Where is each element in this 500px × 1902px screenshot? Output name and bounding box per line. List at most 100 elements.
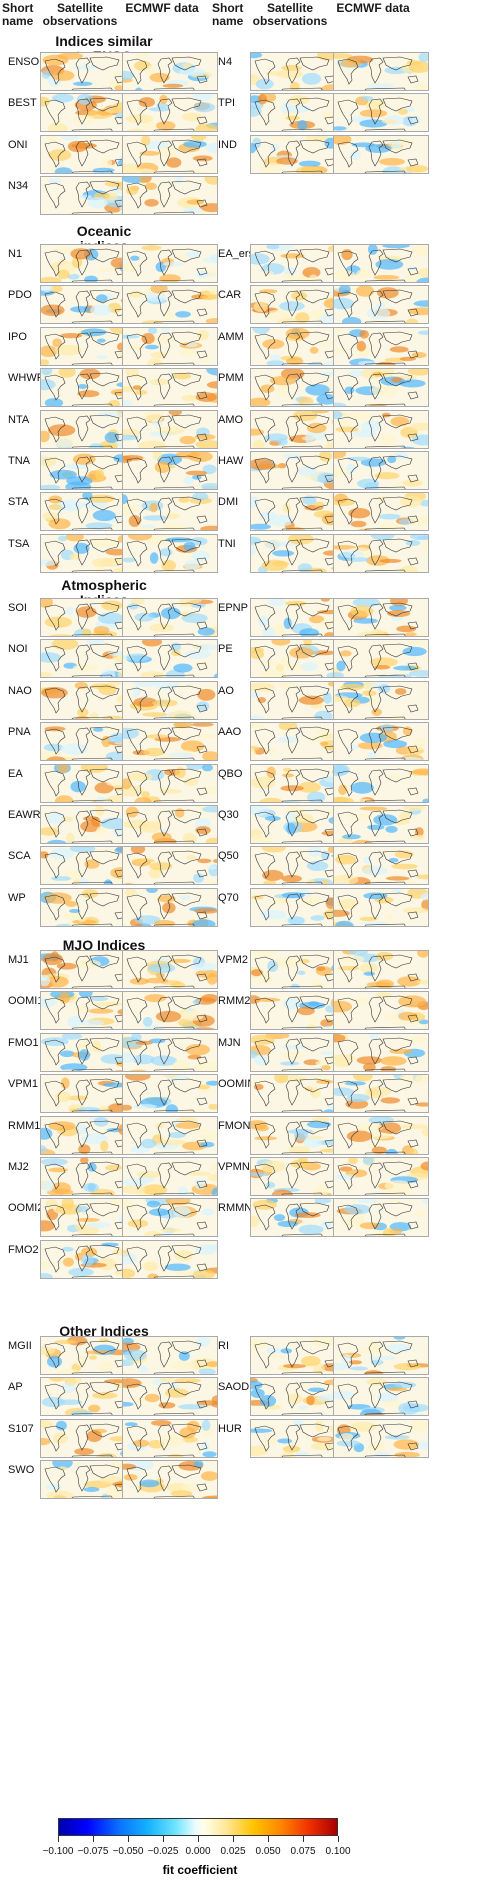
anomaly-patch — [123, 727, 139, 740]
satellite-map — [40, 244, 136, 283]
anomaly-patch — [58, 1466, 68, 1471]
world-map — [251, 327, 345, 365]
anomaly-patch — [165, 513, 180, 520]
world-map — [123, 493, 217, 531]
anomaly-patch — [183, 476, 194, 485]
anomaly-patch — [49, 848, 74, 860]
anomaly-patch — [123, 1185, 146, 1194]
index-label: TPI — [218, 97, 236, 110]
world-map — [123, 1419, 217, 1457]
anomaly-patch — [385, 1148, 398, 1154]
satellite-map — [40, 368, 136, 408]
anomaly-patch — [202, 764, 213, 771]
anomaly-patch — [81, 1132, 108, 1144]
anomaly-patch — [286, 357, 304, 365]
anomaly-patch — [389, 1199, 401, 1204]
index-label: ONI — [8, 138, 28, 151]
anomaly-patch — [362, 866, 388, 876]
anomaly-patch — [46, 135, 57, 143]
coastlines — [44, 851, 126, 885]
anomaly-patch — [407, 369, 428, 376]
satellite-map — [250, 1198, 346, 1238]
anomaly-patch — [41, 1346, 56, 1355]
coastlines — [44, 1078, 126, 1113]
anomaly-patch — [93, 727, 104, 732]
anomaly-patch — [146, 734, 169, 739]
anomaly-patch — [55, 1204, 83, 1215]
anomaly-patch — [134, 796, 152, 802]
anomaly-patch — [186, 764, 205, 770]
anomaly-patch — [380, 1097, 400, 1104]
anomaly-patch — [86, 640, 105, 646]
anomaly-patch — [76, 959, 101, 969]
index-label: MGII — [8, 1340, 32, 1352]
world-map — [251, 1116, 345, 1154]
index-label: S107 — [8, 1422, 34, 1435]
anomaly-patch — [84, 859, 100, 870]
anomaly-patch — [79, 1019, 105, 1027]
anomaly-patch — [145, 977, 169, 984]
anomaly-patch — [278, 681, 295, 689]
anomaly-patch — [149, 503, 158, 513]
satellite-map — [250, 763, 346, 803]
anomaly-patch — [147, 963, 176, 974]
satellite-map — [250, 1336, 346, 1375]
anomaly-patch — [355, 286, 375, 298]
ecmwf-map — [122, 598, 218, 637]
colorbar-tick-label: −0.025 — [147, 1846, 179, 1857]
anomaly-patch — [154, 464, 176, 469]
anomaly-patch — [165, 1388, 189, 1399]
anomaly-patch — [141, 711, 168, 717]
anomaly-patch — [81, 628, 92, 636]
world-map — [251, 1158, 345, 1195]
anomaly-patch — [272, 549, 295, 557]
satellite-map — [250, 368, 346, 408]
coastlines — [254, 290, 336, 324]
anomaly-patch — [52, 1461, 73, 1469]
anomaly-patch — [100, 1140, 109, 1152]
anomaly-patch — [123, 494, 128, 505]
anomaly-patch — [41, 1419, 54, 1429]
anomaly-patch — [143, 748, 165, 757]
anomaly-patch — [288, 916, 305, 925]
ecmwf-map — [333, 763, 429, 803]
anomaly-patch — [417, 951, 428, 958]
world-map — [251, 847, 345, 885]
anomaly-patch — [91, 557, 114, 567]
anomaly-patch — [123, 70, 135, 81]
anomaly-patch — [284, 812, 297, 823]
world-map — [251, 764, 345, 802]
anomaly-patch — [131, 1033, 142, 1041]
coastlines — [254, 1161, 336, 1195]
anomaly-patch — [169, 710, 192, 719]
anomaly-patch — [98, 267, 116, 272]
world-map — [41, 1199, 135, 1237]
anomaly-patch — [288, 1393, 303, 1405]
anomaly-patch — [396, 625, 417, 633]
world-map — [251, 452, 345, 489]
anomaly-patch — [298, 160, 321, 167]
ecmwf-map — [122, 52, 218, 91]
anomaly-patch — [72, 453, 96, 465]
ecmwf-map — [122, 991, 218, 1031]
anomaly-patch — [193, 102, 216, 113]
anomaly-patch — [195, 644, 217, 651]
anomaly-patch — [90, 997, 109, 1002]
anomaly-patch — [317, 1436, 332, 1442]
anomaly-patch — [320, 1019, 334, 1028]
world-map — [334, 1419, 428, 1457]
coastlines — [44, 1203, 126, 1237]
anomaly-patch — [41, 1037, 69, 1046]
anomaly-patch — [359, 806, 388, 811]
index-label: FMO2 — [8, 1243, 39, 1256]
anomaly-patch — [295, 1451, 309, 1457]
coastlines — [254, 602, 336, 636]
anomaly-patch — [88, 494, 115, 504]
coastlines — [44, 180, 126, 215]
anomaly-patch — [343, 698, 361, 708]
satellite-map — [40, 1198, 136, 1238]
anomaly-patch — [408, 1148, 419, 1154]
anomaly-patch — [142, 1017, 153, 1028]
index-label: OOMI1 — [8, 995, 44, 1008]
anomaly-patch — [370, 534, 395, 541]
